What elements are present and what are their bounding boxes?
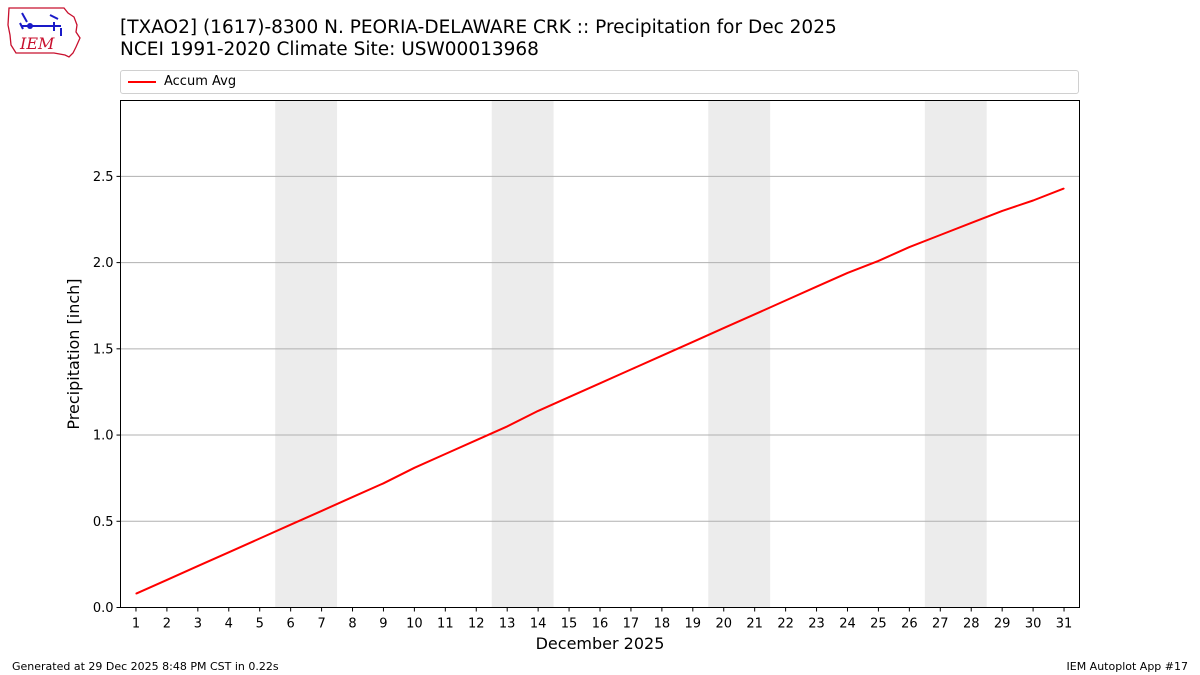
plot-frame (120, 100, 1080, 608)
chart-subtitle: NCEI 1991-2020 Climate Site: USW00013968 (120, 39, 539, 60)
x-tick-label: 17 (623, 617, 640, 632)
x-tick-label: 18 (654, 617, 671, 632)
weekend-band (708, 100, 771, 608)
data-point (413, 467, 415, 469)
data-point (785, 299, 787, 302)
x-tick-label: 14 (530, 617, 547, 632)
data-point (290, 524, 292, 526)
x-tick-label: 8 (348, 617, 356, 632)
y-tick-label: 2.5 (93, 170, 114, 185)
data-point (599, 382, 601, 384)
data-point (506, 425, 508, 428)
data-point (135, 593, 137, 595)
x-tick-label: 26 (901, 617, 918, 632)
footer-generated-text: Generated at 29 Dec 2025 8:48 PM CST in … (12, 660, 279, 673)
data-point (908, 246, 910, 248)
data-point (320, 510, 323, 512)
chart-title: [TXAO2] (1617)-8300 N. PEORIA-DELAWARE C… (120, 17, 837, 38)
legend-swatch-line (128, 81, 156, 83)
x-tick-label: 27 (932, 617, 949, 632)
x-tick-label: 11 (437, 617, 454, 632)
x-tick-label: 15 (561, 617, 578, 632)
data-point (630, 368, 632, 371)
x-tick-label: 29 (994, 617, 1011, 632)
data-point (877, 260, 880, 262)
data-point (970, 222, 972, 224)
station-dot-icon (27, 23, 33, 29)
data-point (723, 327, 725, 329)
x-tick-label: 21 (746, 617, 763, 632)
y-tick-label: 2.0 (93, 256, 114, 271)
weekend-band (275, 100, 338, 608)
data-point (166, 579, 168, 581)
x-tick-label: 5 (256, 617, 264, 632)
x-tick-label: 23 (808, 617, 825, 632)
x-tick-label: 9 (379, 617, 387, 632)
data-point (568, 396, 570, 398)
footer-app-text: IEM Autoplot App #17 (1066, 660, 1189, 673)
data-point (475, 439, 477, 441)
y-tick-label: 0.5 (93, 515, 114, 530)
x-tick-label: 16 (592, 617, 609, 632)
x-tick-label: 24 (839, 617, 856, 632)
iem-logo: IEM (7, 7, 81, 58)
data-point (259, 537, 261, 540)
data-point (846, 272, 849, 274)
y-tick-label: 0.0 (93, 601, 114, 616)
x-tick-label: 1 (132, 617, 140, 632)
x-tick-label: 12 (468, 617, 485, 632)
y-axis-label: Precipitation [inch] (64, 278, 83, 429)
data-point (444, 453, 446, 455)
x-tick-label: 13 (499, 617, 516, 632)
data-point (228, 551, 230, 553)
x-tick-label: 30 (1025, 617, 1042, 632)
data-point (382, 482, 385, 484)
data-point (197, 565, 199, 567)
legend-label: Accum Avg (164, 74, 237, 89)
y-tick-label: 1.5 (93, 342, 114, 357)
chart-legend: Accum Avg (120, 70, 1079, 94)
weekend-band (491, 100, 554, 608)
x-tick-label: 6 (287, 617, 295, 632)
data-point (351, 496, 354, 498)
data-point (1001, 210, 1003, 212)
data-point (1032, 199, 1034, 202)
x-tick-label: 20 (715, 617, 732, 632)
x-tick-label: 7 (317, 617, 325, 632)
x-tick-label: 19 (685, 617, 702, 632)
data-point (692, 341, 694, 343)
x-tick-label: 31 (1056, 617, 1073, 632)
logo-text: IEM (19, 34, 55, 53)
x-axis-label: December 2025 (536, 634, 665, 653)
iowa-outline-shape (7, 7, 81, 58)
data-point (537, 410, 539, 412)
x-tick-label: 3 (194, 617, 202, 632)
data-point (939, 234, 941, 236)
y-tick-label: 1.0 (93, 429, 114, 444)
data-point (815, 286, 818, 288)
x-tick-label: 10 (406, 617, 423, 632)
x-tick-label: 22 (777, 617, 794, 632)
data-point (661, 355, 663, 357)
x-tick-label: 28 (963, 617, 980, 632)
data-point (1063, 187, 1065, 190)
weekend-band (924, 100, 987, 608)
x-tick-label: 4 (225, 617, 233, 632)
x-tick-label: 2 (163, 617, 171, 632)
x-tick-label: 25 (870, 617, 887, 632)
data-point (754, 313, 756, 315)
